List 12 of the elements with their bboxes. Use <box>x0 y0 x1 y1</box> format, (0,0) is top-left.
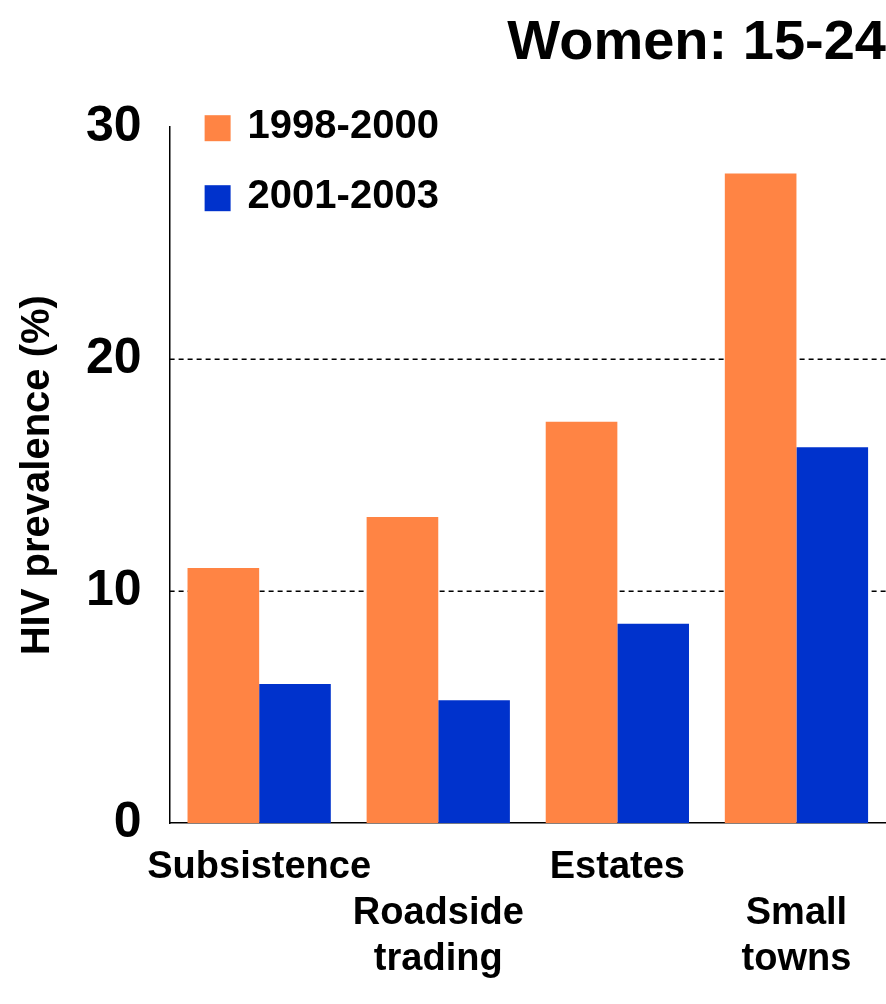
y-tick-label: 10 <box>85 559 142 616</box>
y-tick-label: 30 <box>85 95 142 152</box>
y-tick-label: 20 <box>85 327 142 384</box>
y-axis-title: HIV prevalence (%) <box>13 295 58 656</box>
legend-label: 1998-2000 <box>247 102 439 147</box>
x-tick-label: Subsistence <box>147 844 372 887</box>
chart-title: Women: 15-24 <box>507 8 886 72</box>
x-tick-label: Estates <box>549 844 685 887</box>
x-tick-label: Roadside trading <box>352 890 524 978</box>
y-tick-label: 0 <box>113 791 142 848</box>
legend-label: 2001-2003 <box>247 172 439 217</box>
x-tick-label: Small towns <box>741 890 852 978</box>
